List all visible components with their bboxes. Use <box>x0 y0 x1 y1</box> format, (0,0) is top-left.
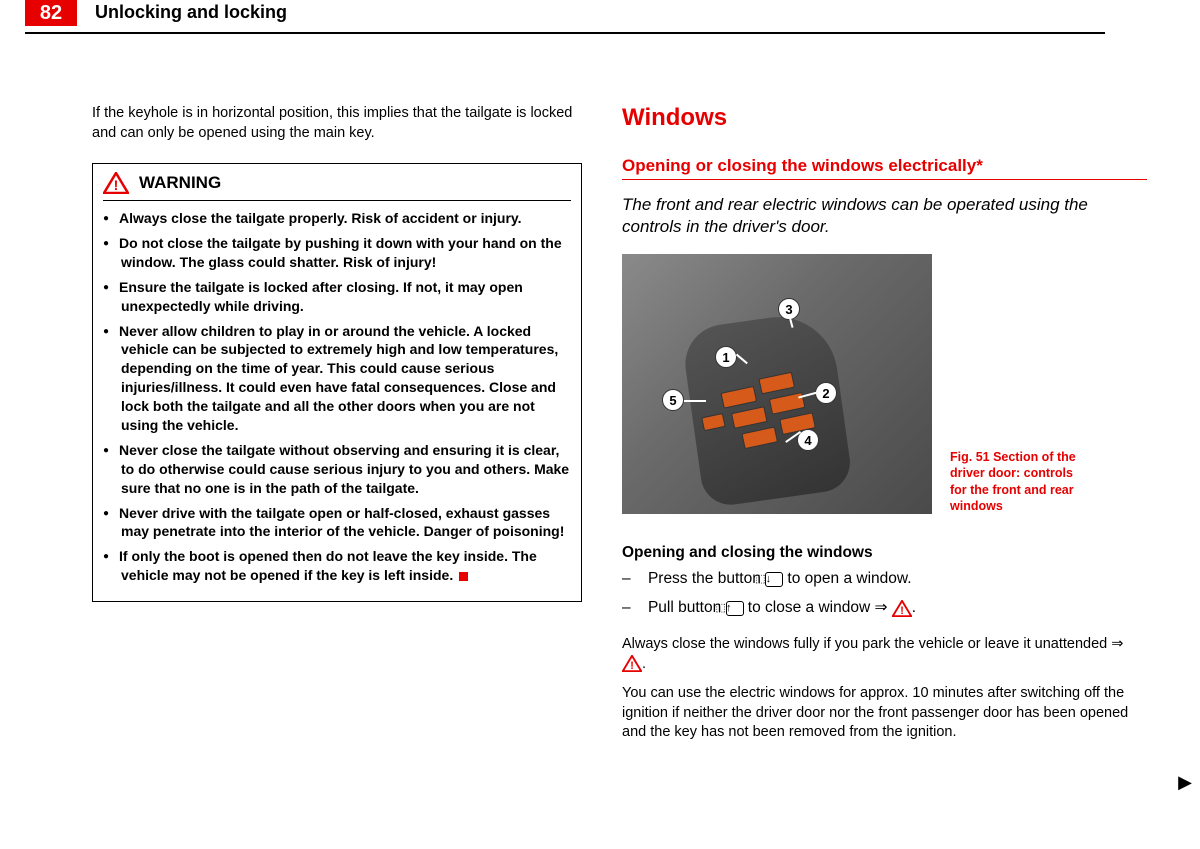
svg-text:!: ! <box>900 604 904 616</box>
warning-title: WARNING <box>139 173 221 193</box>
subsection-heading: Opening or closing the windows electrica… <box>622 156 1147 180</box>
intro-paragraph: If the keyhole is in horizontal position… <box>92 104 582 143</box>
warning-item-text: If only the boot is opened then do not l… <box>119 548 537 583</box>
right-column: Windows Opening or closing the windows e… <box>622 104 1147 753</box>
body-paragraph: You can use the electric windows for app… <box>622 684 1147 743</box>
figure-wrapper: 1 2 3 4 5 Fig. 51 Section of the driver … <box>622 254 1147 514</box>
callout-5: 5 <box>662 389 684 411</box>
warning-reference-icon: ! <box>622 655 642 672</box>
instruction-close: Pull button ⬚↑ to close a window ⇒ !. <box>622 598 1147 617</box>
warning-box: ! WARNING Always close the tailgate prop… <box>92 163 582 602</box>
warning-item: Ensure the tailgate is locked after clos… <box>103 278 571 316</box>
left-column: If the keyhole is in horizontal position… <box>92 104 582 753</box>
content-area: If the keyhole is in horizontal position… <box>0 34 1200 753</box>
instr-text: to open a window. <box>783 570 911 587</box>
warning-item: If only the boot is opened then do not l… <box>103 547 571 585</box>
body-paragraph: Always close the windows fully if you pa… <box>622 635 1147 674</box>
warning-item: Never allow children to play in or aroun… <box>103 322 571 435</box>
instr-text: Pull button <box>648 599 726 616</box>
warning-item: Never close the tailgate without observi… <box>103 441 571 498</box>
continue-arrow-icon: ▶ <box>1178 772 1192 793</box>
end-marker-icon <box>459 572 468 581</box>
figure-caption: Fig. 51 Section of the driver door: cont… <box>950 449 1085 514</box>
lead-text: The front and rear electric windows can … <box>622 194 1147 238</box>
page-number: 82 <box>25 0 77 26</box>
warning-item: Always close the tailgate properly. Risk… <box>103 209 571 228</box>
figure-image: 1 2 3 4 5 <box>622 254 932 514</box>
warning-header: ! WARNING <box>103 172 571 201</box>
instr-text: Press the button <box>648 570 765 587</box>
window-up-icon: ⬚↑ <box>726 601 744 616</box>
para-text: Always close the windows fully if you pa… <box>622 636 1123 652</box>
warning-triangle-icon: ! <box>103 172 129 194</box>
section-heading: Windows <box>622 104 1147 132</box>
page-title: Unlocking and locking <box>95 0 287 23</box>
warning-item: Do not close the tailgate by pushing it … <box>103 234 571 272</box>
page-header: 82 Unlocking and locking <box>25 0 1105 34</box>
instruction-open: Press the button ⬚↓ to open a window. <box>622 570 1147 588</box>
instr-text: to close a window ⇒ <box>744 599 892 616</box>
svg-text:!: ! <box>630 660 634 672</box>
svg-text:!: ! <box>114 177 119 193</box>
warning-reference-icon: ! <box>892 600 912 617</box>
window-down-icon: ⬚↓ <box>765 572 783 587</box>
body-heading: Opening and closing the windows <box>622 544 1147 562</box>
warning-item: Never drive with the tailgate open or ha… <box>103 504 571 542</box>
